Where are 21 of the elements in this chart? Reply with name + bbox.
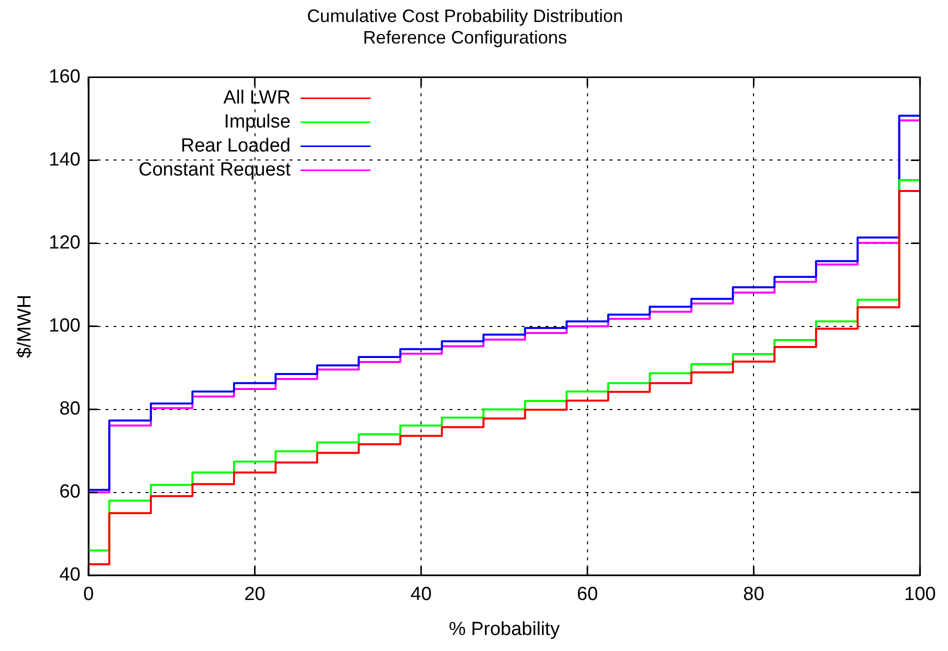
y-tick-label: 40 [59,564,80,586]
y-tick-label: 60 [59,482,80,503]
legend-label: Constant Request [138,159,292,180]
x-tick-label: 80 [743,584,764,606]
x-axis-title: % Probability [448,618,560,640]
x-tick-label: 20 [244,584,266,606]
x-tick-label: 40 [410,584,432,606]
legend-label: All LWR [223,87,291,108]
legend-label: Rear Loaded [180,135,291,156]
y-tick-label: 140 [48,149,80,170]
y-tick-label: 120 [48,232,80,254]
y-tick-label: 80 [59,398,80,420]
chart-title: Cumulative Cost Probability Distribution [306,6,624,26]
chart-subtitle: Reference Configurations [362,27,568,48]
x-tick-label: 0 [83,584,94,606]
legend-label: Impulse [224,111,291,132]
x-tick-label: 60 [576,584,598,606]
y-tick-label: 160 [48,66,80,88]
x-tick-label: 100 [904,584,936,606]
y-axis-title: $/MWH [14,294,36,358]
y-tick-label: 100 [48,316,80,337]
